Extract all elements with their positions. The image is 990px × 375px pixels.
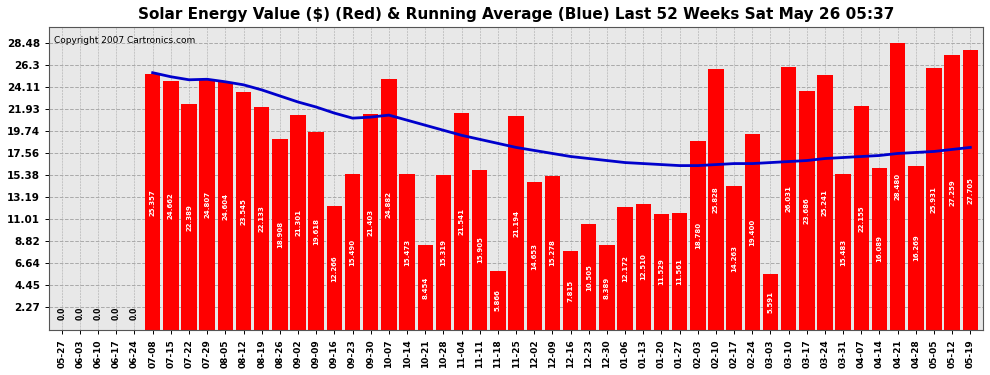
Text: 19.400: 19.400 [749, 219, 755, 246]
Text: 15.319: 15.319 [441, 239, 446, 266]
Bar [762, 274, 778, 330]
Bar [836, 174, 850, 330]
Bar [890, 43, 906, 330]
Bar [309, 132, 324, 330]
Bar [381, 79, 397, 330]
Text: 15.278: 15.278 [549, 240, 555, 267]
Text: 12.172: 12.172 [622, 255, 628, 282]
Text: 25.241: 25.241 [822, 189, 828, 216]
Text: 16.269: 16.269 [913, 235, 919, 261]
Bar [927, 68, 941, 330]
Text: 27.259: 27.259 [949, 179, 955, 206]
Text: 15.483: 15.483 [841, 238, 846, 266]
Text: 7.815: 7.815 [567, 280, 573, 302]
Bar [254, 107, 269, 330]
Bar [145, 74, 160, 330]
Text: 18.780: 18.780 [695, 222, 701, 249]
Text: 21.403: 21.403 [367, 209, 373, 236]
Text: 21.301: 21.301 [295, 209, 301, 236]
Bar [818, 75, 833, 330]
Text: 25.357: 25.357 [149, 189, 155, 216]
Bar [181, 104, 197, 330]
Bar [199, 80, 215, 330]
Bar [853, 106, 869, 330]
Bar [744, 134, 760, 330]
Text: 12.266: 12.266 [332, 255, 338, 282]
Bar [708, 69, 724, 330]
Bar [653, 214, 669, 330]
Bar [962, 51, 978, 330]
Text: 5.866: 5.866 [495, 290, 501, 312]
Text: 5.591: 5.591 [767, 291, 773, 313]
Text: 0.0: 0.0 [57, 307, 66, 320]
Text: Copyright 2007 Cartronics.com: Copyright 2007 Cartronics.com [53, 36, 195, 45]
Text: 14.263: 14.263 [732, 244, 738, 272]
Text: 15.473: 15.473 [404, 238, 410, 266]
Text: 28.480: 28.480 [895, 173, 901, 200]
Bar [727, 186, 742, 330]
Bar [363, 114, 378, 330]
Text: 21.541: 21.541 [458, 208, 464, 235]
Bar [908, 166, 924, 330]
Text: 22.133: 22.133 [258, 205, 264, 232]
Text: 10.505: 10.505 [586, 264, 592, 291]
Text: 8.389: 8.389 [604, 277, 610, 299]
Text: 21.194: 21.194 [513, 210, 519, 237]
Text: 0.0: 0.0 [130, 307, 139, 320]
Text: 15.490: 15.490 [349, 238, 355, 266]
Text: 19.618: 19.618 [313, 217, 319, 244]
Bar [563, 251, 578, 330]
Bar [544, 176, 560, 330]
Text: 8.454: 8.454 [422, 276, 429, 298]
Bar [472, 170, 487, 330]
Bar [490, 271, 506, 330]
Bar [599, 246, 615, 330]
Text: 0.0: 0.0 [112, 307, 121, 320]
Text: 22.155: 22.155 [858, 205, 864, 232]
Bar [453, 112, 469, 330]
Bar [618, 207, 633, 330]
Text: 25.931: 25.931 [931, 186, 937, 213]
Bar [236, 93, 251, 330]
Bar [290, 115, 306, 330]
Text: 24.807: 24.807 [204, 191, 210, 219]
Text: 22.389: 22.389 [186, 204, 192, 231]
Text: 26.031: 26.031 [786, 185, 792, 212]
Text: 24.882: 24.882 [386, 191, 392, 218]
Text: 12.510: 12.510 [641, 254, 646, 280]
Text: 24.662: 24.662 [168, 192, 174, 219]
Text: 14.653: 14.653 [532, 243, 538, 270]
Text: 25.828: 25.828 [713, 186, 719, 213]
Bar [399, 174, 415, 330]
Bar [272, 139, 287, 330]
Text: 18.908: 18.908 [277, 221, 283, 248]
Text: 0.0: 0.0 [94, 307, 103, 320]
Bar [581, 224, 597, 330]
Text: 0.0: 0.0 [75, 307, 84, 320]
Text: 27.705: 27.705 [967, 177, 973, 204]
Text: 23.686: 23.686 [804, 197, 810, 224]
Bar [327, 206, 343, 330]
Text: 11.561: 11.561 [676, 258, 683, 285]
Bar [690, 141, 706, 330]
Bar [636, 204, 651, 330]
Bar [944, 55, 960, 330]
Bar [218, 82, 233, 330]
Text: 11.529: 11.529 [658, 258, 664, 285]
Bar [418, 245, 433, 330]
Bar [872, 168, 887, 330]
Text: 23.545: 23.545 [241, 198, 247, 225]
Bar [672, 213, 687, 330]
Bar [345, 174, 360, 330]
Bar [781, 68, 796, 330]
Bar [163, 81, 178, 330]
Bar [799, 91, 815, 330]
Text: 16.089: 16.089 [876, 236, 882, 262]
Bar [436, 176, 451, 330]
Bar [527, 182, 542, 330]
Title: Solar Energy Value ($) (Red) & Running Average (Blue) Last 52 Weeks Sat May 26 0: Solar Energy Value ($) (Red) & Running A… [138, 7, 894, 22]
Bar [508, 116, 524, 330]
Text: 15.905: 15.905 [477, 236, 483, 263]
Text: 24.604: 24.604 [223, 192, 229, 219]
